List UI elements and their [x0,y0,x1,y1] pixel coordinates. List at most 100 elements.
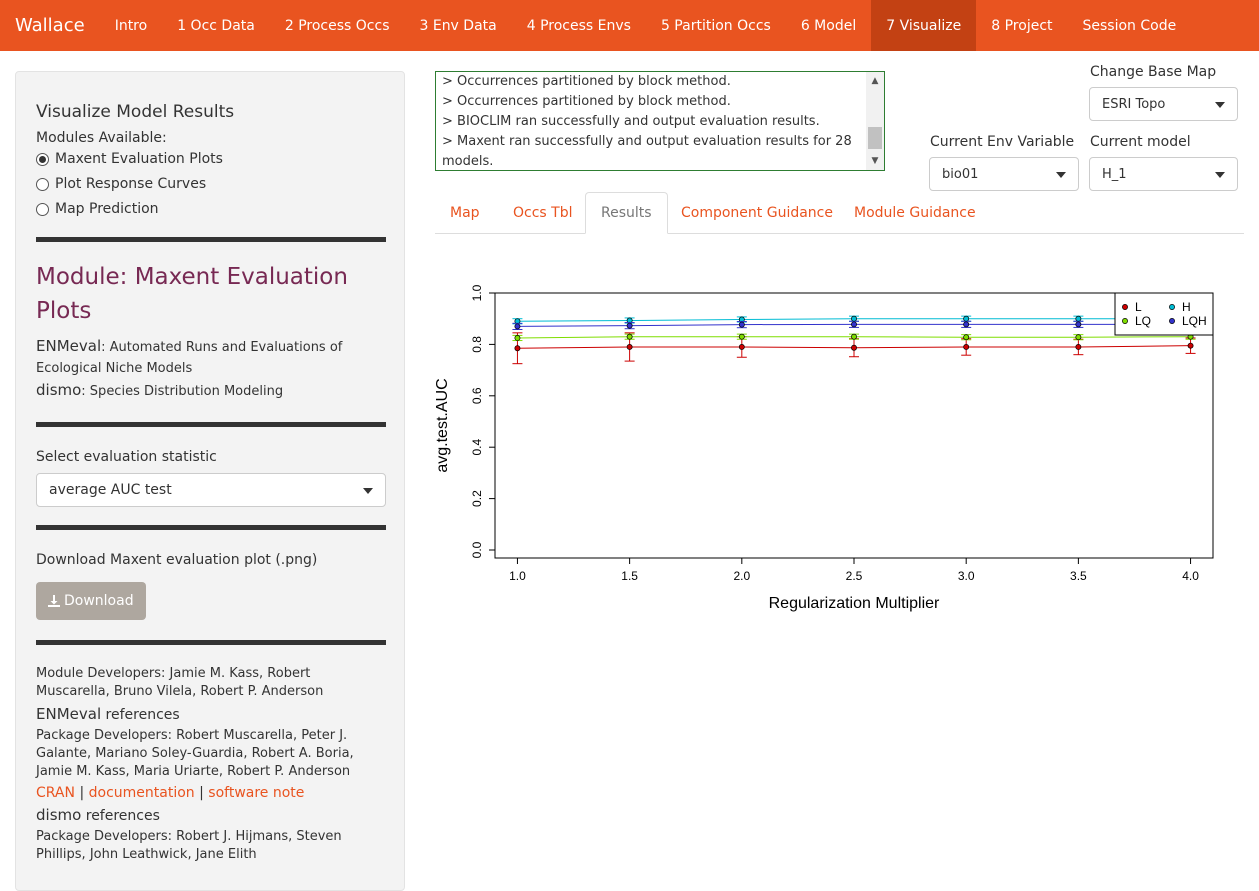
module-option-map-prediction[interactable]: Map Prediction [36,201,384,217]
tab-component-guidance[interactable]: Component Guidance [681,204,833,221]
evaluation-stat-select[interactable]: average AUC test [36,473,386,507]
x-axis-label: Regularization Multiplier [769,595,940,612]
scroll-thumb[interactable] [868,127,882,149]
legend-marker [1169,304,1175,310]
scroll-up-icon[interactable]: ▲ [871,76,879,86]
nav-partition-occs[interactable]: 5 Partition Occs [660,17,771,34]
y-tick-label: 0.2 [470,490,484,507]
module-title: Module: Maxent Evaluation Plots [36,264,348,324]
dismo-package-developers: Package Developers: Robert J. Hijmans, S… [36,829,342,862]
link-separator: | [194,785,209,801]
legend-box [1114,292,1214,336]
divider [36,525,386,530]
model-label: Current model [1090,134,1191,150]
y-tick-label: 1.0 [470,284,484,301]
stat-label: Select evaluation statistic [36,449,217,465]
y-tick-label: 0.0 [470,541,484,558]
radio-selected-icon[interactable] [36,152,49,166]
chevron-down-icon [1056,172,1066,178]
brand-logo[interactable]: Wallace [15,15,85,36]
env-variable-value: bio01 [942,166,979,182]
nav-session-code[interactable]: Session Code [1082,17,1177,34]
download-button[interactable]: Download [36,582,146,620]
data-point-H [851,315,857,322]
enmeval-references-heading: ENMeval references [36,704,384,725]
software-note-link[interactable]: software note [208,785,305,801]
modules-label: Modules Available: [36,130,167,146]
base-map-select[interactable]: ESRI Topo [1089,87,1238,121]
dismo-references-heading: dismo references [36,805,384,826]
radio-icon[interactable] [36,177,49,191]
evaluation-stat-value: average AUC test [49,482,172,498]
model-select[interactable]: H_1 [1089,157,1238,191]
chevron-down-icon [1215,172,1225,178]
nav-project[interactable]: 8 Project [991,17,1053,34]
link-separator: | [75,785,89,801]
data-point-LQ [626,333,633,340]
x-tick-label: 2.0 [733,569,750,583]
legend-marker [1122,304,1128,310]
log-window[interactable]: > Occurrences partitioned by block metho… [435,71,885,171]
nav-visualize[interactable]: 7 Visualize [871,0,977,51]
chevron-down-icon [1215,102,1225,108]
module-option-label: Maxent Evaluation Plots [55,151,223,167]
data-point-L [1075,344,1082,350]
x-tick-label: 2.5 [846,569,863,583]
data-point-H [1075,315,1082,322]
env-variable-select[interactable]: bio01 [929,157,1079,191]
tab-results[interactable]: Results [585,192,668,234]
data-point-LQ [963,334,970,341]
nav-process-envs[interactable]: 4 Process Envs [526,17,631,34]
references-suffix: references [101,707,180,723]
data-point-LQ [738,333,745,340]
nav-intro[interactable]: Intro [114,17,148,34]
model-value: H_1 [1102,166,1127,182]
download-label: Download Maxent evaluation plot (.png) [36,552,318,568]
legend-marker [1122,318,1128,324]
reference-links: CRAN | documentation | software note [36,783,384,803]
x-tick-label: 3.5 [1070,569,1087,583]
package-desc: : Species Distribution Modeling [81,384,284,399]
documentation-link[interactable]: documentation [88,785,195,801]
sidebar-panel: Visualize Model Results Modules Availabl… [15,71,405,891]
scroll-down-icon[interactable]: ▼ [871,156,879,166]
evaluation-chart: 0.0 0.2 0.4 0.6 0.8 1.0 1.0 1.5 2.0 2.5 3.0 3.5 4.0 R… [434,284,1214,612]
log-scrollbar[interactable]: ▲ ▼ [866,72,884,170]
module-option-maxent-eval[interactable]: Maxent Evaluation Plots [36,151,384,167]
data-point-LQ [514,335,521,341]
log-line: > Occurrences partitioned by block metho… [442,94,731,109]
log-text: > Occurrences partitioned by block metho… [442,72,860,170]
y-tick-label: 0.4 [470,439,484,456]
module-option-response-curves[interactable]: Plot Response Curves [36,176,384,192]
data-point-L [1187,342,1194,349]
cran-link[interactable]: CRAN [36,785,75,801]
sidebar-heading: Visualize Model Results [36,102,235,122]
nav-occ-data[interactable]: 1 Occ Data [177,17,255,34]
package-name: ENMeval [36,705,102,723]
package-desc: : Automated Runs and Evaluations of Ecol… [36,340,343,376]
module-option-label: Plot Response Curves [55,176,207,192]
log-line: > BIOCLIM ran successfully and output ev… [442,114,820,129]
data-point-LQH [1075,321,1082,328]
data-point-LQH [626,322,633,329]
nav-process-occs[interactable]: 2 Process Occs [284,17,390,34]
data-point-L [851,344,857,351]
tab-module-guidance[interactable]: Module Guidance [854,204,976,221]
result-tabs: Map Occs Tbl Results Component Guidance … [435,192,1244,234]
log-line: > Maxent ran successfully and output eva… [442,134,852,169]
legend-label: H [1182,300,1191,314]
radio-icon[interactable] [36,202,49,216]
nav-env-data[interactable]: 3 Env Data [419,17,497,34]
tab-map[interactable]: Map [450,204,480,221]
nav-model[interactable]: 6 Model [800,17,857,34]
package-name: dismo [36,381,82,399]
data-point-L [963,344,970,350]
y-tick-label: 0.6 [470,387,484,404]
plot-frame [494,292,1214,559]
env-variable-label: Current Env Variable [930,134,1075,150]
divider [36,422,386,427]
tab-occs-tbl[interactable]: Occs Tbl [513,204,573,221]
x-tick-label: 4.0 [1182,569,1199,583]
y-tick-label: 0.8 [470,336,484,353]
enmeval-package-developers: Package Developers: Robert Muscarella, P… [36,728,354,779]
